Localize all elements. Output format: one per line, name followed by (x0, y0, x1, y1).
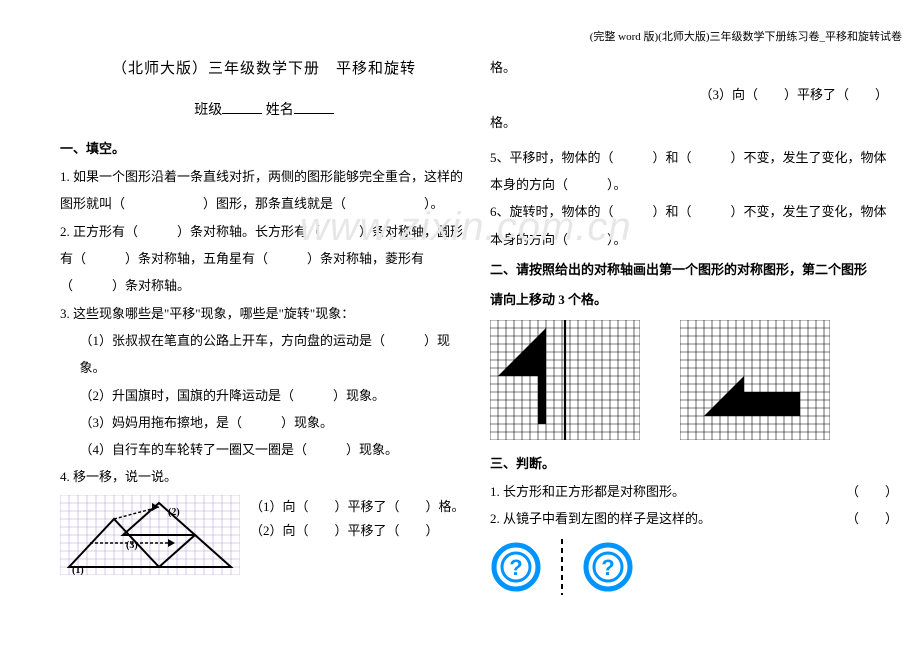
section-2-head: 二、请按照给出的对称轴画出第一个图形的对称图形，第二个图形 (490, 256, 898, 283)
qmark-icon-2: ? (582, 541, 634, 593)
q4b: （2）向（ ）平移了（ ） (250, 519, 465, 544)
j2-row: 2. 从镜子中看到左图的样子是这样的。 （ ） (490, 505, 898, 532)
qmark-icon-1: ? (490, 541, 542, 593)
name-label: 姓名 (266, 103, 294, 118)
q2: 2. 正方形有（ ）条对称轴。长方形有（ ）条对称轴，圆形有（ ）条对称轴，五角… (60, 218, 468, 300)
q3c: （3）妈妈用拖布擦地，是（ ）现象。 (60, 409, 468, 436)
svg-text:?: ? (509, 555, 522, 580)
j2-paren: （ ） (846, 505, 898, 532)
q4a: （1）向（ ）平移了（ ）格。 (250, 495, 465, 520)
col2-cont2: 格。 (490, 109, 898, 136)
page: （北师大版）三年级数学下册 平移和旋转 班级 姓名 一、填空。 1. 如果一个图… (0, 0, 920, 607)
q6: 6、旋转时，物体的（ ）和（ ）不变，发生了变化，物体本身的方向（ ）。 (490, 198, 898, 253)
q1: 1. 如果一个图形沿着一条直线对折，两侧的图形能够完全重合，这样的图形就叫（ ）… (60, 163, 468, 218)
name-blank (294, 100, 334, 114)
grid-figure-2 (680, 320, 830, 440)
section-2-sub: 请向上移动 3 个格。 (490, 286, 898, 313)
q4c: （3）向（ ）平移了（ ） (490, 81, 898, 108)
section-1-head: 一、填空。 (60, 135, 468, 162)
q4-grid-image: (2) (3) (1) (60, 495, 240, 575)
q3: 3. 这些现象哪些是"平移"现象，哪些是"旋转"现象： (60, 300, 468, 327)
class-blank (222, 100, 262, 114)
q3a: （1）张叔叔在笔直的公路上开车，方向盘的运动是（ ）现象。 (60, 327, 468, 382)
header-note: (完整 word 版)(北师大版)三年级数学下册练习卷_平移和旋转试卷 (590, 28, 902, 44)
q5: 5、平移时，物体的（ ）和（ ）不变，发生了变化，物体本身的方向（ ）。 (490, 144, 898, 199)
grid-figure-1 (490, 320, 640, 440)
svg-text:(2): (2) (168, 507, 180, 518)
mirror-line-icon (558, 539, 566, 595)
j1: 1. 长方形和正方形都是对称图形。 (490, 484, 685, 499)
svg-text:(1): (1) (72, 565, 84, 575)
q4-row: (2) (3) (1) （1）向（ ）平移了（ ）格。 （2）向（ ）平移了（ … (60, 495, 468, 575)
svg-text:(3): (3) (126, 540, 138, 551)
q3b: （2）升国旗时，国旗的升降运动是（ ）现象。 (60, 382, 468, 409)
q4: 4. 移一移，说一说。 (60, 463, 468, 490)
j1-row: 1. 长方形和正方形都是对称图形。 （ ） (490, 478, 898, 505)
class-label: 班级 (194, 103, 222, 118)
j1-paren: （ ） (846, 478, 898, 505)
qmark-row: ? ? (490, 539, 898, 595)
svg-text:?: ? (601, 555, 614, 580)
q3d: （4）自行车的车轮转了一圈又一圈是（ ）现象。 (60, 436, 468, 463)
doc-subtitle: 班级 姓名 (60, 96, 468, 125)
q4-options: （1）向（ ）平移了（ ）格。 （2）向（ ）平移了（ ） (250, 495, 465, 544)
section-3-head: 三、判断。 (490, 450, 898, 477)
j2: 2. 从镜子中看到左图的样子是这样的。 (490, 511, 711, 526)
right-column: 格。 （3）向（ ）平移了（ ） 格。 5、平移时，物体的（ ）和（ ）不变，发… (490, 54, 898, 595)
left-column: （北师大版）三年级数学下册 平移和旋转 班级 姓名 一、填空。 1. 如果一个图… (60, 54, 468, 595)
col2-cont1: 格。 (490, 54, 898, 81)
doc-title: （北师大版）三年级数学下册 平移和旋转 (60, 54, 468, 86)
grid-figures (490, 320, 898, 440)
